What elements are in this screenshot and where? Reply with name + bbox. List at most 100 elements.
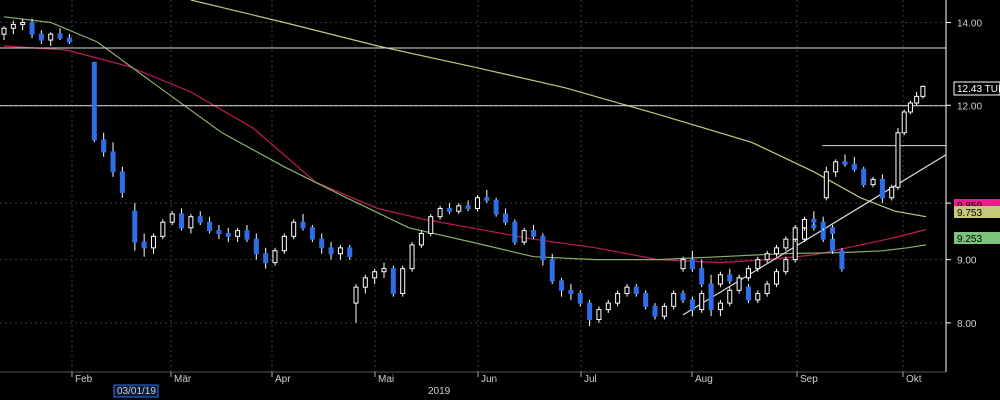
candle-body	[493, 199, 499, 215]
candle-body	[390, 268, 396, 294]
candle-body	[783, 259, 789, 273]
candle-body	[141, 241, 147, 249]
candle-body	[300, 221, 306, 229]
last-price-tag: 12.43 TUI1	[953, 81, 1000, 96]
candle-body	[764, 253, 770, 261]
candle-body	[736, 277, 742, 291]
candle-body	[842, 161, 848, 165]
candle-body	[179, 213, 185, 229]
candle-body	[512, 221, 518, 243]
candle-body	[907, 102, 913, 113]
month-label: Aug	[695, 374, 713, 385]
candle-body	[830, 238, 836, 252]
candle-body	[119, 171, 125, 193]
candle-body	[337, 247, 343, 255]
candle-body	[559, 280, 565, 291]
candle-body	[861, 168, 867, 186]
candle-body	[428, 216, 434, 234]
candle-body	[446, 207, 452, 212]
y-tick-label: 14.00	[957, 19, 982, 30]
candle-body	[281, 235, 287, 252]
candle-body	[502, 213, 508, 223]
candle-body	[792, 238, 798, 261]
grid-lines	[0, 0, 946, 372]
moving-average-line	[3, 16, 927, 261]
y-tick-label: 12.00	[957, 101, 982, 112]
candle-body	[132, 210, 138, 243]
candle-body	[661, 305, 667, 317]
candle-body	[169, 213, 175, 223]
candle-body	[418, 232, 424, 246]
candle-body	[197, 216, 203, 223]
candle-body	[207, 221, 213, 232]
candle-body	[879, 178, 885, 199]
candle-body	[830, 227, 836, 234]
candle-body	[409, 244, 415, 270]
ma-tag-box	[954, 206, 1000, 218]
candle-body	[244, 230, 250, 240]
candle-body	[309, 227, 315, 240]
month-label: Jun	[481, 374, 497, 385]
candle-body	[839, 250, 845, 270]
candle-body	[328, 247, 334, 255]
candle-body	[745, 268, 751, 279]
candle-body	[549, 259, 555, 282]
candle-body	[66, 37, 72, 43]
month-label: Apr	[275, 374, 291, 385]
year-label: 2019	[428, 386, 451, 397]
last-price-value: 12.43	[957, 84, 982, 95]
candle-body	[160, 221, 166, 237]
candle-body	[531, 230, 537, 237]
candle-body	[633, 286, 639, 294]
candle-body	[624, 286, 630, 294]
candle-body	[615, 292, 621, 304]
ma-value-tag: 9.753	[954, 206, 1000, 219]
candle-body	[577, 292, 583, 304]
candle-body	[437, 207, 443, 218]
candles	[1, 18, 926, 327]
candle-body	[811, 218, 817, 223]
candle-body	[792, 227, 798, 240]
candle-body	[225, 232, 231, 237]
candle-body	[643, 292, 649, 307]
candle-body	[568, 289, 574, 294]
candle-body	[920, 85, 926, 97]
month-label: Jul	[584, 374, 597, 385]
candle-body	[10, 23, 16, 29]
candle-body	[652, 305, 658, 317]
trend-lines	[682, 154, 947, 316]
ma-tag-value: 9.253	[957, 234, 982, 245]
candle-body	[727, 289, 733, 304]
candle-body	[901, 111, 907, 134]
candle-body	[870, 178, 876, 186]
candle-body	[745, 286, 751, 301]
candle-body	[456, 205, 462, 212]
candle-body	[319, 238, 325, 249]
candle-body	[91, 61, 97, 141]
candle-body	[372, 271, 378, 279]
ticker-label: TUI1	[985, 84, 1000, 95]
candle-body	[29, 22, 35, 35]
candle-body	[400, 268, 406, 294]
candle-body	[755, 292, 761, 301]
candle-body	[764, 283, 770, 294]
candle-body	[110, 151, 116, 173]
y-tick-label: 9.00	[957, 256, 977, 267]
candle-body	[783, 238, 789, 249]
candle-body	[216, 230, 222, 234]
candle-body	[1, 27, 7, 35]
candle-body	[811, 224, 817, 229]
candle-body	[708, 283, 714, 311]
candle-body	[347, 247, 353, 258]
candle-body	[699, 268, 705, 285]
candle-body	[596, 309, 602, 321]
candle-body	[851, 163, 857, 170]
moving-average-line	[190, 0, 927, 218]
candle-body	[717, 274, 723, 285]
candle-body	[20, 22, 26, 25]
candle-body	[895, 132, 901, 188]
trend-line	[682, 154, 947, 316]
candle-body	[381, 268, 387, 273]
